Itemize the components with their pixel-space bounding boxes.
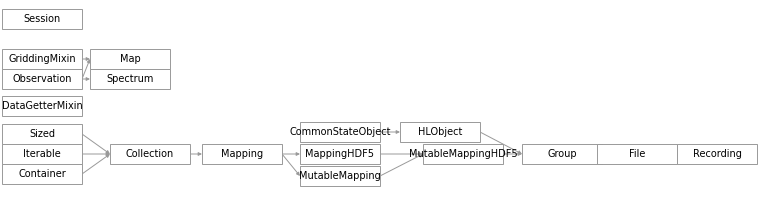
Text: CommonStateObject: CommonStateObject [290, 127, 391, 137]
Bar [400, 122, 480, 142]
Bar [300, 166, 380, 186]
Text: MappingHDF5: MappingHDF5 [306, 149, 375, 159]
Bar [2, 49, 82, 69]
Bar [522, 144, 602, 164]
Text: Observation: Observation [12, 74, 71, 84]
Bar [90, 69, 170, 89]
Bar [2, 9, 82, 29]
Text: Mapping: Mapping [221, 149, 263, 159]
Bar [110, 144, 190, 164]
Text: Collection: Collection [126, 149, 174, 159]
Bar [2, 69, 82, 89]
Text: Recording: Recording [693, 149, 741, 159]
Text: Sized: Sized [29, 129, 55, 139]
Bar [2, 124, 82, 144]
Bar [677, 144, 757, 164]
Text: Map: Map [120, 54, 141, 64]
Bar [597, 144, 677, 164]
Text: Container: Container [18, 169, 66, 179]
Text: GriddingMixin: GriddingMixin [8, 54, 76, 64]
Bar [2, 164, 82, 184]
Text: MutableMapping: MutableMapping [299, 171, 381, 181]
Text: MutableMappingHDF5: MutableMappingHDF5 [409, 149, 518, 159]
Bar [300, 122, 380, 142]
Text: Session: Session [23, 14, 61, 24]
Text: File: File [629, 149, 645, 159]
Bar [423, 144, 503, 164]
Text: Spectrum: Spectrum [106, 74, 154, 84]
Text: Group: Group [547, 149, 577, 159]
Text: Iterable: Iterable [23, 149, 61, 159]
Bar [2, 96, 82, 116]
Bar [90, 49, 170, 69]
Bar [2, 144, 82, 164]
Bar [300, 144, 380, 164]
Text: DataGetterMixin: DataGetterMixin [2, 101, 82, 111]
Text: HLObject: HLObject [418, 127, 462, 137]
Bar [202, 144, 282, 164]
